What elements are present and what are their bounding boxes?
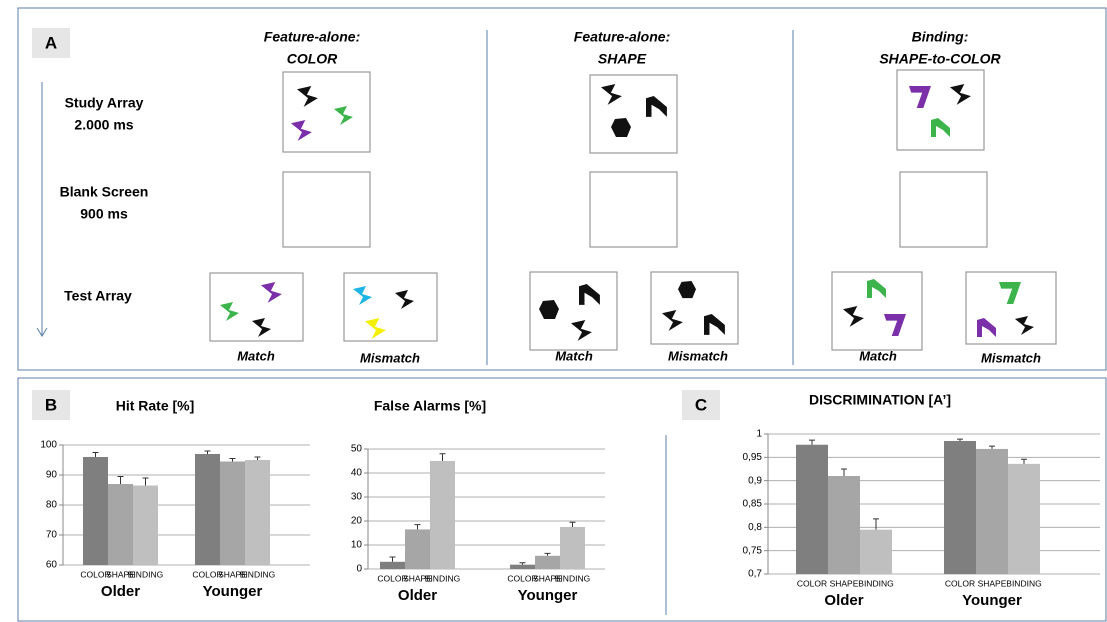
error-bar: [440, 454, 446, 461]
y-tick-label: 80: [46, 500, 58, 511]
bar: [133, 486, 158, 566]
series-label: BINDING: [425, 573, 460, 583]
y-tick-label: 0,95: [743, 452, 763, 463]
test-label: Mismatch: [981, 350, 1041, 365]
series-label: COLOR: [945, 578, 975, 588]
y-tick-label: 10: [351, 540, 363, 551]
y-tick-label: 0,9: [748, 475, 762, 486]
bar: [405, 529, 430, 569]
series-label: BINDING: [240, 569, 275, 579]
error-bar: [873, 519, 879, 530]
row-label: 2.000 ms: [74, 117, 133, 133]
row-label: Blank Screen: [60, 184, 149, 200]
error-bar: [989, 446, 995, 449]
error-bar: [255, 457, 261, 460]
bar: [560, 527, 585, 569]
figure: A B C Feature-alone: COLOR Feature-alone…: [0, 0, 1107, 622]
error-bar: [520, 563, 526, 565]
column-header: Binding:: [912, 29, 969, 45]
error-bar: [415, 525, 421, 530]
row-label: Study Array: [65, 95, 144, 111]
series-label: COLOR: [797, 578, 827, 588]
bar: [796, 445, 828, 574]
x-category-label: Older: [398, 587, 437, 604]
y-tick-label: 0,8: [748, 522, 762, 533]
panel-label: A: [45, 33, 57, 52]
series-label: BINDING: [858, 578, 893, 588]
column-header: SHAPE-to-COLOR: [879, 51, 1001, 67]
test-label: Match: [859, 348, 897, 363]
error-bar: [390, 557, 396, 562]
bar: [220, 462, 245, 566]
series-label: SHAPE: [830, 578, 859, 588]
chart-title: DISCRIMINATION [A’]: [809, 392, 951, 408]
row-label: 900 ms: [80, 206, 128, 222]
x-category-label: Older: [101, 583, 140, 600]
y-tick-label: 0: [356, 564, 362, 575]
chart-title: False Alarms [%]: [374, 398, 486, 414]
y-tick-label: 20: [351, 516, 363, 527]
panel-frame: [18, 378, 1106, 621]
x-category-label: Younger: [518, 587, 578, 604]
row-label: Test Array: [64, 288, 132, 304]
series-label: BINDING: [128, 569, 163, 579]
bar: [245, 460, 270, 565]
y-tick-label: 0,7: [748, 569, 762, 580]
error-bar: [230, 459, 236, 462]
series-label: BINDING: [1006, 578, 1041, 588]
error-bar: [809, 440, 815, 445]
column-header: Feature-alone:: [264, 29, 360, 45]
y-tick-label: 60: [46, 560, 58, 571]
bar: [860, 530, 892, 574]
x-category-label: Younger: [203, 583, 263, 600]
bar: [976, 449, 1008, 574]
column-header: Feature-alone:: [574, 29, 670, 45]
study-array: [283, 70, 984, 153]
y-tick-label: 0,85: [743, 499, 763, 510]
column-header: COLOR: [287, 51, 338, 67]
y-tick-label: 40: [351, 468, 363, 479]
error-bar: [957, 439, 963, 441]
bar: [510, 565, 535, 569]
blank-screen: [283, 172, 987, 247]
error-bar: [1021, 459, 1027, 464]
bar: [108, 484, 133, 565]
test-label: Mismatch: [668, 348, 728, 363]
bar: [944, 441, 976, 574]
error-bar: [205, 451, 211, 454]
bar: [828, 476, 860, 574]
y-tick-label: 70: [46, 530, 58, 541]
error-bar: [570, 522, 576, 527]
series-label: BINDING: [555, 573, 590, 583]
test-label: Match: [555, 348, 593, 363]
bar: [195, 454, 220, 565]
y-tick-label: 0,75: [743, 545, 763, 556]
test-label: Mismatch: [360, 350, 420, 365]
x-category-label: Younger: [962, 592, 1022, 609]
bar: [83, 457, 108, 565]
error-bar: [118, 477, 124, 485]
y-tick-label: 50: [351, 444, 363, 455]
error-bar: [841, 469, 847, 476]
y-tick-label: 1: [756, 429, 762, 440]
panel-label: C: [695, 395, 707, 414]
chart-title: Hit Rate [%]: [116, 398, 195, 414]
x-category-label: Older: [824, 592, 863, 609]
error-bar: [143, 478, 149, 486]
panel-label: B: [45, 395, 57, 414]
y-tick-label: 90: [46, 470, 58, 481]
test-label: Match: [237, 348, 275, 363]
bar: [380, 562, 405, 569]
column-header: SHAPE: [598, 51, 647, 67]
y-tick-label: 100: [40, 440, 57, 451]
bar: [535, 556, 560, 569]
bar: [1008, 464, 1040, 574]
series-label: SHAPE: [978, 578, 1007, 588]
y-tick-label: 30: [351, 492, 363, 503]
bar: [430, 461, 455, 569]
error-bar: [545, 553, 551, 555]
error-bar: [93, 453, 99, 458]
test-array: [210, 272, 1056, 350]
